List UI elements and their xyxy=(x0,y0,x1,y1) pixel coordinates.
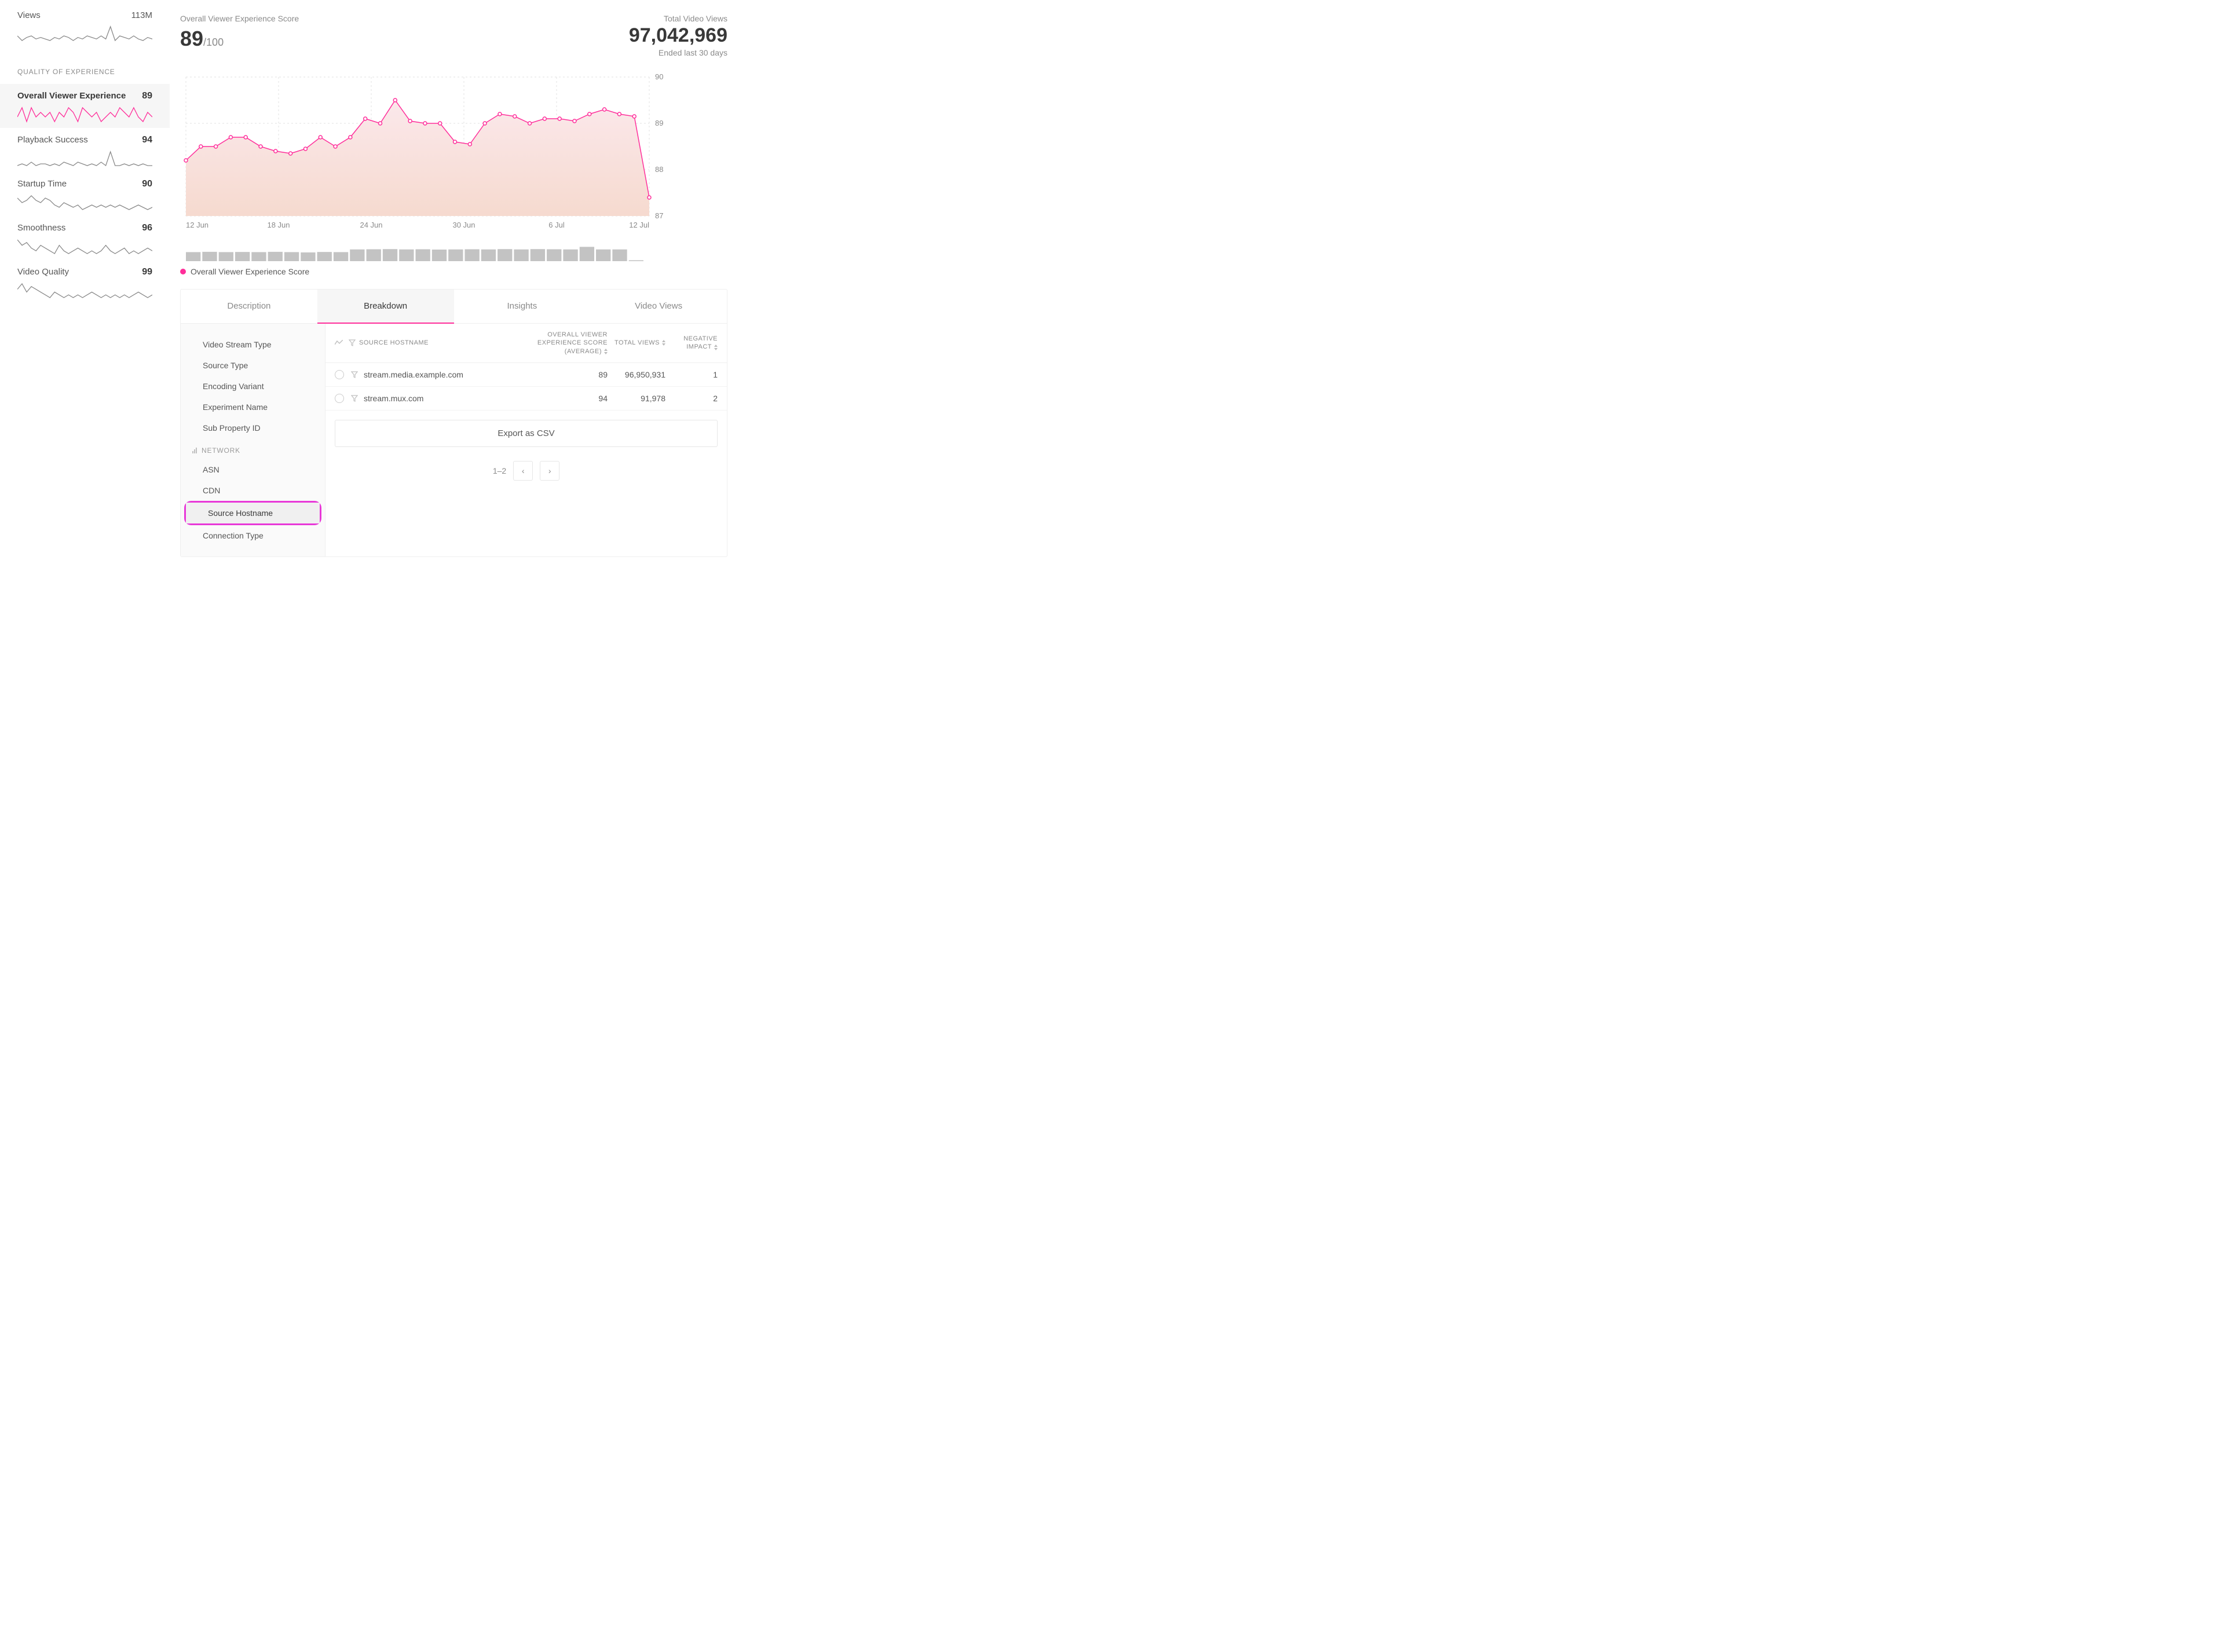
dimension-cdn[interactable]: CDN xyxy=(181,480,325,501)
qoe-label: Smoothness xyxy=(17,223,65,233)
dimension-source-hostname[interactable]: Source Hostname xyxy=(186,503,320,523)
tab-breakdown[interactable]: Breakdown xyxy=(317,290,454,324)
tab-insights[interactable]: Insights xyxy=(454,290,591,323)
qoe-value: 94 xyxy=(142,135,152,145)
row-score: 94 xyxy=(509,394,608,403)
filter-icon[interactable] xyxy=(351,371,358,378)
svg-text:87: 87 xyxy=(655,211,663,220)
svg-text:12 Jul: 12 Jul xyxy=(629,221,649,229)
table-row[interactable]: stream.mux.com 94 91,978 2 xyxy=(325,387,727,411)
svg-text:89: 89 xyxy=(655,119,663,127)
main-content: Overall Viewer Experience Score 89/100 T… xyxy=(170,0,741,557)
qoe-sparkline xyxy=(17,238,152,255)
sidebar-views-value: 113M xyxy=(131,10,152,20)
qoe-sparkline xyxy=(17,282,152,299)
dimension-asn[interactable]: ASN xyxy=(181,459,325,480)
dimension-category-network: NETWORK xyxy=(181,438,325,459)
total-views-sub: Ended last 30 days xyxy=(629,48,727,57)
sidebar: Views 113M QUALITY OF EXPERIENCE Overall… xyxy=(0,0,170,557)
sidebar-views-block[interactable]: Views 113M xyxy=(17,10,170,42)
qoe-value: 90 xyxy=(142,179,152,189)
dimension-sub-property-id[interactable]: Sub Property ID xyxy=(181,417,325,438)
svg-text:6 Jul: 6 Jul xyxy=(548,221,565,229)
network-icon xyxy=(192,448,197,453)
row-score: 89 xyxy=(509,370,608,379)
th-hostname[interactable]: SOURCE HOSTNAME xyxy=(359,339,509,346)
qoe-sparkline xyxy=(17,150,152,167)
qoe-section-header: QUALITY OF EXPERIENCE xyxy=(17,68,170,76)
row-negative: 1 xyxy=(665,370,718,379)
table-header: SOURCE HOSTNAME OVERALL VIEWER EXPERIENC… xyxy=(325,324,727,363)
total-views-label: Total Video Views xyxy=(629,14,727,23)
export-csv-button[interactable]: Export as CSV xyxy=(335,420,718,447)
dimension-experiment-name[interactable]: Experiment Name xyxy=(181,397,325,417)
qoe-sparkline xyxy=(17,194,152,211)
score-denom: /100 xyxy=(203,36,224,48)
sidebar-views-label: Views xyxy=(17,10,41,20)
qoe-value: 99 xyxy=(142,267,152,277)
score-value: 89 xyxy=(180,27,203,50)
row-views: 96,950,931 xyxy=(608,370,665,379)
dimension-encoding-variant[interactable]: Encoding Variant xyxy=(181,376,325,397)
qoe-label: Playback Success xyxy=(17,135,88,145)
overview-bars[interactable] xyxy=(180,245,678,262)
filter-icon[interactable] xyxy=(349,339,356,346)
th-score[interactable]: OVERALL VIEWER EXPERIENCE SCORE (AVERAGE… xyxy=(509,331,608,356)
filter-icon[interactable] xyxy=(351,395,358,402)
sidebar-views-sparkline xyxy=(17,25,152,42)
page-range: 1–2 xyxy=(493,466,506,475)
row-negative: 2 xyxy=(665,394,718,403)
total-views-value: 97,042,969 xyxy=(629,24,727,47)
row-select-radio[interactable] xyxy=(335,394,344,403)
qoe-item-video-quality[interactable]: Video Quality 99 xyxy=(17,260,170,304)
legend-label: Overall Viewer Experience Score xyxy=(191,267,309,276)
highlight-ring: Source Hostname xyxy=(184,501,321,525)
th-views[interactable]: TOTAL VIEWS xyxy=(608,339,665,347)
breakdown-panel: DescriptionBreakdownInsightsVideo Views … xyxy=(180,289,727,557)
svg-text:90: 90 xyxy=(655,72,663,81)
score-label: Overall Viewer Experience Score xyxy=(180,14,299,23)
th-negative[interactable]: NEGATIVE IMPACT xyxy=(665,335,718,351)
qoe-label: Overall Viewer Experience xyxy=(17,91,126,101)
qoe-sparkline xyxy=(17,106,152,123)
svg-text:30 Jun: 30 Jun xyxy=(452,221,475,229)
qoe-value: 89 xyxy=(142,91,152,101)
svg-text:88: 88 xyxy=(655,165,663,174)
row-hostname: stream.mux.com xyxy=(364,394,509,403)
table-row[interactable]: stream.media.example.com 89 96,950,931 1 xyxy=(325,363,727,387)
qoe-item-playback-success[interactable]: Playback Success 94 xyxy=(17,128,170,172)
legend-dot-icon xyxy=(180,269,186,274)
qoe-item-startup-time[interactable]: Startup Time 90 xyxy=(17,172,170,216)
svg-text:12 Jun: 12 Jun xyxy=(186,221,209,229)
svg-text:18 Jun: 18 Jun xyxy=(267,221,290,229)
chart-type-icon[interactable] xyxy=(335,340,343,346)
qoe-label: Video Quality xyxy=(17,267,69,277)
tab-description[interactable]: Description xyxy=(181,290,317,323)
next-page-button[interactable]: › xyxy=(540,461,559,481)
qoe-value: 96 xyxy=(142,223,152,233)
svg-text:24 Jun: 24 Jun xyxy=(360,221,382,229)
row-select-radio[interactable] xyxy=(335,370,344,379)
qoe-item-smoothness[interactable]: Smoothness 96 xyxy=(17,216,170,260)
qoe-item-overall-viewer-experience[interactable]: Overall Viewer Experience 89 xyxy=(0,84,170,128)
pagination: 1–2 ‹ › xyxy=(325,456,727,492)
row-hostname: stream.media.example.com xyxy=(364,370,509,379)
row-views: 91,978 xyxy=(608,394,665,403)
score-block: Overall Viewer Experience Score 89/100 xyxy=(180,14,299,57)
tab-video-views[interactable]: Video Views xyxy=(590,290,727,323)
total-views-block: Total Video Views 97,042,969 Ended last … xyxy=(629,14,727,57)
dimension-connection-type[interactable]: Connection Type xyxy=(181,525,325,546)
prev-page-button[interactable]: ‹ xyxy=(513,461,533,481)
breakdown-dimensions: Video Stream TypeSource TypeEncoding Var… xyxy=(181,324,325,556)
qoe-label: Startup Time xyxy=(17,179,67,189)
dimension-video-stream-type[interactable]: Video Stream Type xyxy=(181,334,325,355)
dimension-source-type[interactable]: Source Type xyxy=(181,355,325,376)
main-chart[interactable]: 87 88 89 90 12 Jun 18 Jun 24 Jun 30 Jun 6 Jul 12 … xyxy=(180,71,727,239)
breakdown-table: SOURCE HOSTNAME OVERALL VIEWER EXPERIENC… xyxy=(325,324,727,556)
chart-legend: Overall Viewer Experience Score xyxy=(180,267,727,276)
